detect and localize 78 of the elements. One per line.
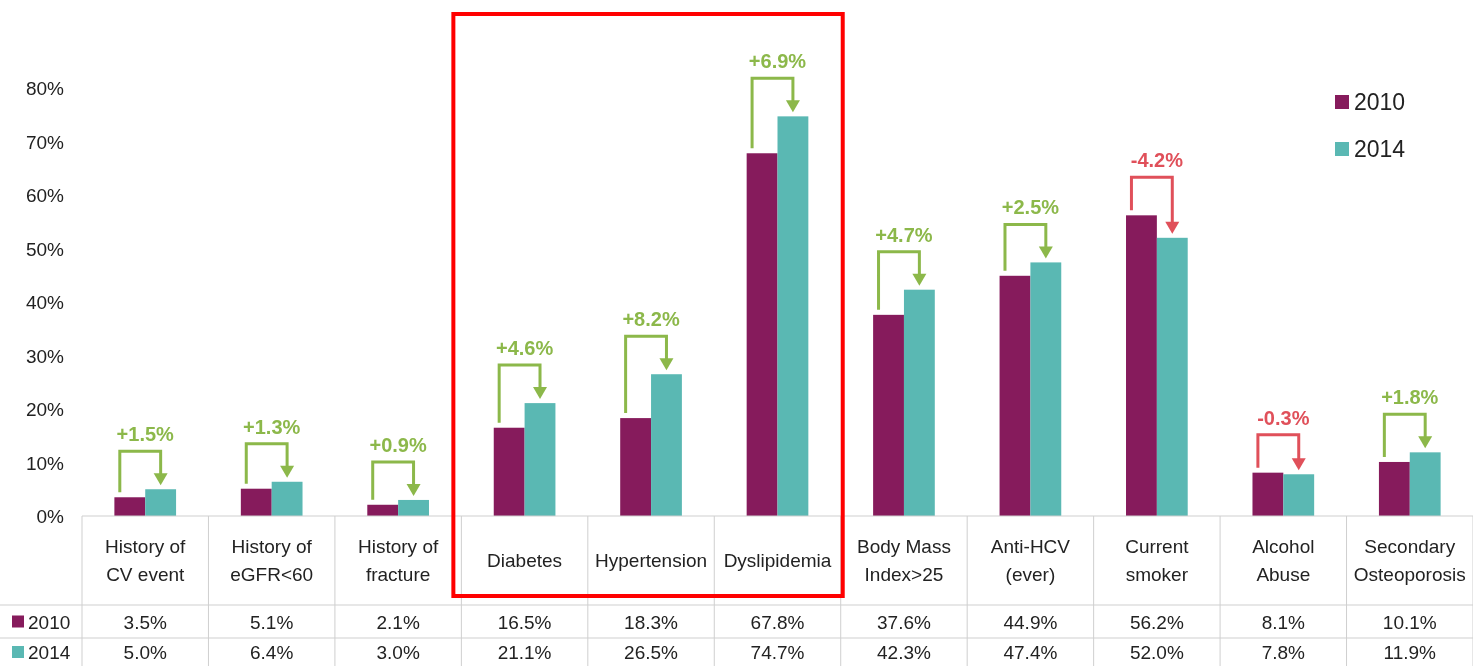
text: 8.1%: [1261, 611, 1305, 633]
x-tick-label: History of CV event: [105, 535, 187, 585]
text: 10.1%: [1382, 611, 1437, 633]
text: 67.8%: [750, 611, 805, 633]
text: 52.0%: [1129, 642, 1184, 663]
annotation: -0.3%: [1257, 406, 1310, 429]
bar: [777, 116, 809, 516]
bar: [1156, 237, 1188, 516]
text: 11.9%: [1383, 642, 1437, 663]
bar: [620, 418, 652, 516]
text: 42.3%: [877, 642, 931, 663]
text: 2.1%: [376, 611, 420, 633]
bar: [1030, 262, 1062, 516]
bar: [1252, 472, 1284, 516]
text: 2010: [28, 611, 71, 633]
bar: [1283, 474, 1315, 516]
text: 7.8%: [1261, 642, 1305, 663]
x-tick-label: Hypertension: [595, 549, 708, 571]
text: 2014: [28, 642, 71, 663]
bar: [271, 481, 303, 516]
text: 56.2%: [1129, 611, 1184, 633]
x-tick-label: History of fracture: [358, 535, 439, 585]
text: 47.4%: [1003, 642, 1058, 663]
annotation: +0.9%: [369, 433, 427, 456]
x-tick-label: Secondary Osteoporosis: [1353, 535, 1466, 585]
bar: [1378, 461, 1410, 516]
text: 37.6%: [877, 611, 931, 633]
x-tick-label: Diabetes: [487, 549, 563, 571]
text: 21.1%: [497, 642, 552, 663]
annotation: +1.8%: [1381, 386, 1439, 409]
text: 44.9%: [1003, 611, 1058, 633]
bar: [240, 488, 272, 516]
bar: [999, 275, 1031, 516]
text: 74.7%: [750, 642, 805, 663]
bar: [746, 153, 778, 516]
y-tick-label: 80%: [25, 78, 65, 99]
bar: [398, 499, 429, 516]
text: 26.5%: [624, 642, 678, 663]
y-tick-label: 30%: [25, 345, 65, 367]
y-tick-label: 60%: [25, 185, 65, 206]
legend-label: 2010: [1354, 89, 1406, 115]
text: 3.0%: [376, 642, 420, 663]
y-tick-label: 10%: [25, 452, 65, 474]
bar: [1409, 452, 1441, 516]
y-tick-label: 0%: [36, 506, 65, 527]
annotation: +1.5%: [116, 423, 175, 446]
text: 18.3%: [624, 611, 678, 633]
x-tick-label: Alcohol Abuse: [1252, 535, 1315, 585]
text: 16.5%: [497, 611, 552, 633]
bar: [903, 289, 935, 516]
annotation: +8.2%: [622, 308, 680, 331]
y-tick-label: 70%: [25, 131, 65, 153]
x-tick-label: Body Mass Index>25: [856, 535, 951, 585]
x-tick-label: Current smoker: [1125, 535, 1190, 585]
annotation: +6.9%: [748, 50, 807, 73]
annotation: +4.7%: [875, 223, 933, 246]
annotation: -4.2%: [1130, 149, 1184, 172]
bar: [145, 489, 177, 516]
bar: [493, 427, 525, 516]
bar: [114, 497, 146, 516]
bar: [1126, 215, 1157, 516]
text: 6.4%: [250, 642, 294, 663]
text: 5.0%: [123, 642, 167, 663]
text: 5.1%: [250, 611, 294, 633]
annotation: +2.5%: [1001, 196, 1060, 219]
x-tick-label: History of eGFR<60: [230, 535, 314, 585]
y-tick-label: 40%: [25, 292, 65, 313]
bar: [873, 314, 904, 516]
y-tick-label: 50%: [25, 238, 65, 260]
y-tick-label: 20%: [25, 399, 65, 420]
bar: [524, 403, 556, 516]
text: 3.5%: [123, 611, 167, 633]
legend-label: 2014: [1354, 136, 1406, 162]
bar: [651, 374, 682, 516]
annotation: +1.3%: [243, 415, 301, 438]
x-tick-label: Dyslipidemia: [723, 549, 832, 571]
x-tick-label: Anti-HCV (ever): [990, 535, 1071, 585]
annotation: +4.6%: [495, 337, 554, 360]
